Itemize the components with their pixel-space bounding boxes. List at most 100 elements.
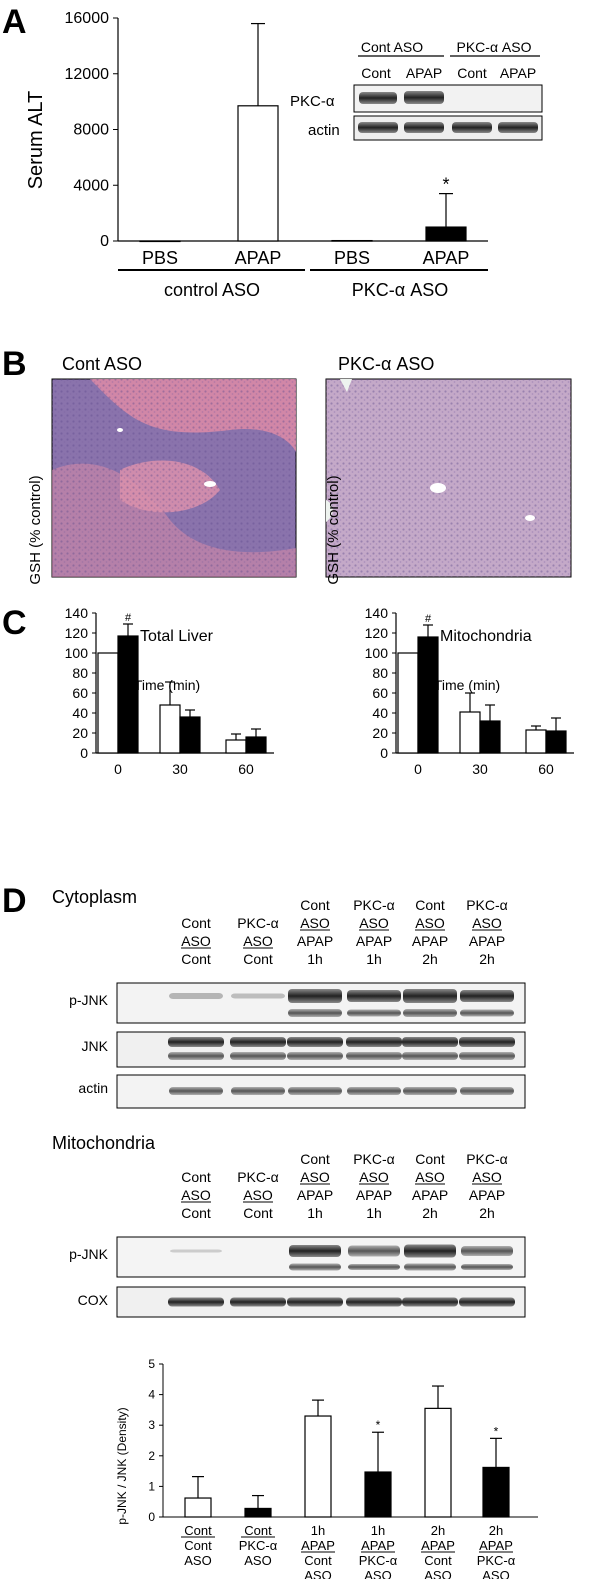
serum-alt-category-label: PBS <box>142 248 178 268</box>
gsh-right-y-tick-label: 20 <box>372 725 388 741</box>
gsh-left-y-tick-label: 20 <box>72 725 88 741</box>
lane-header-text: Cont <box>181 915 211 931</box>
blot-band <box>460 1087 514 1095</box>
mito-row-label-pjnk: p-JNK <box>69 1246 109 1262</box>
gsh-right-bar <box>545 730 567 754</box>
gsh-right-y-tick-label: 140 <box>365 605 389 621</box>
blot-band <box>459 1037 515 1047</box>
blot-band <box>452 122 492 133</box>
serum-alt-y-tick-label: 16000 <box>65 10 110 27</box>
inset-western-blot: Cont ASO PKC-α ASO Cont APAP Cont APAP P… <box>290 39 543 141</box>
blot-band <box>358 122 398 133</box>
serum-alt-chart: 0 4000 8000 12000 16000 PBS APAP PBS * APAP <box>65 10 488 268</box>
lane-header-text: ASO <box>243 933 273 949</box>
lane-header-text: APAP <box>469 933 505 949</box>
control-aso-label: control ASO <box>164 280 260 300</box>
blot-band <box>459 1297 515 1307</box>
histology-image-cont-aso <box>51 378 297 578</box>
density-bar <box>424 1407 452 1518</box>
lane-header-text: Cont <box>300 1151 330 1167</box>
density-y-tick-label: 1 <box>148 1479 155 1493</box>
gsh-left-bar <box>117 635 139 754</box>
blot-band <box>348 1264 400 1270</box>
lane-header-text: Cont <box>415 897 445 913</box>
lane-header-text: APAP <box>297 1187 333 1203</box>
lane-header-text: Cont <box>181 1169 211 1185</box>
lane-header-text: 2h <box>479 951 495 967</box>
lane-header-text: PKC-α <box>353 897 395 913</box>
blot-row-label-actin: actin <box>308 122 340 139</box>
density-x-tick-label: ASO <box>244 1553 271 1568</box>
gsh-right-axis-title: GSH (% control) <box>325 475 342 584</box>
density-x-tick-label: ASO <box>364 1568 391 1579</box>
density-x-tick-label: ASO <box>482 1568 509 1579</box>
density-x-tick-label: PKC-α <box>477 1553 516 1568</box>
blot-lane-label: APAP <box>500 65 536 81</box>
gsh-right-x-title: Time (min) <box>434 677 500 693</box>
gsh-total-liver-chart: 0 20 40 60 80 100 120 140 Total Liver #0 30 60 <box>65 605 274 777</box>
blot-band <box>498 122 538 133</box>
lane-header-text: Cont <box>181 1205 211 1221</box>
lane-header-text: PKC-α <box>353 1151 395 1167</box>
blot-band <box>231 1087 285 1095</box>
blot-band <box>288 1009 342 1017</box>
serum-alt-bar <box>237 105 279 242</box>
lane-header-text: APAP <box>297 933 333 949</box>
lane-header-text: APAP <box>356 1187 392 1203</box>
gsh-right-y-tick-label: 60 <box>372 685 388 701</box>
gsh-right-chart-title: Mitochondria <box>440 628 532 645</box>
blot-band <box>170 1249 222 1253</box>
blot-band <box>461 1264 513 1270</box>
density-x-tick-label: 1h <box>311 1523 325 1538</box>
lane-header-text: APAP <box>469 1187 505 1203</box>
lane-header-text: 1h <box>307 951 323 967</box>
serum-alt-bar <box>425 226 467 242</box>
lane-header-text: ASO <box>415 915 445 931</box>
blot-band <box>168 1297 224 1307</box>
lane-header-text: 2h <box>479 1205 495 1221</box>
lane-header-text: APAP <box>412 933 448 949</box>
pkc-aso-label: PKC-α ASO <box>352 280 448 300</box>
blot-band <box>404 122 444 133</box>
cytoplasm-title: Cytoplasm <box>52 887 137 907</box>
lane-header-text: ASO <box>300 1169 330 1185</box>
mitochondria-title: Mitochondria <box>52 1133 156 1153</box>
gsh-right-bar <box>459 711 481 754</box>
gsh-left-x-title: Time (min) <box>134 677 200 693</box>
density-x-tick-label: APAP <box>301 1538 335 1553</box>
blot-band <box>348 1245 400 1257</box>
gsh-left-y-tick-label: 120 <box>65 625 89 641</box>
density-bar <box>364 1471 392 1518</box>
density-x-tick-label: PKC-α <box>239 1538 278 1553</box>
lane-header-text: ASO <box>181 1187 211 1203</box>
cytoplasm-lane-headers: Cont ASO Cont PKC-α ASO Cont Cont ASO APAP 1h PKC-… <box>181 897 508 967</box>
gsh-left-bar <box>245 736 267 754</box>
lane-header-text: 1h <box>366 1205 382 1221</box>
blot-band <box>404 1244 456 1258</box>
gsh-right-y-tick-label: 40 <box>372 705 388 721</box>
gsh-left-x-tick-label: 30 <box>172 761 188 777</box>
lane-header-text: PKC-α <box>237 915 279 931</box>
blot-band <box>403 1009 457 1017</box>
blot-band <box>230 1052 286 1060</box>
gsh-left-bar <box>179 716 201 754</box>
gsh-right-y-tick-label: 120 <box>365 625 389 641</box>
blot-band <box>461 1246 513 1256</box>
serum-alt-y-tick-label: 12000 <box>65 66 110 83</box>
panel-label-a: A <box>2 3 27 41</box>
lane-header-text: Cont <box>181 951 211 967</box>
blot-band <box>402 1037 458 1047</box>
lane-header-text: ASO <box>243 1187 273 1203</box>
blot-band <box>347 990 401 1002</box>
gsh-left-y-tick-label: 80 <box>72 665 88 681</box>
density-x-tick-label: APAP <box>361 1538 395 1553</box>
cytoplasm-blot: p-JNK JNK actin <box>69 982 526 1109</box>
lane-header-text: PKC-α <box>237 1169 279 1185</box>
density-x-tick-label: 2h <box>489 1523 503 1538</box>
gsh-left-y-tick-label: 100 <box>65 645 89 661</box>
density-x-tick-label: APAP <box>421 1538 455 1553</box>
mito-row-label-cox: COX <box>78 1292 109 1308</box>
serum-alt-category-label: APAP <box>235 248 282 268</box>
blot-band <box>359 92 397 104</box>
